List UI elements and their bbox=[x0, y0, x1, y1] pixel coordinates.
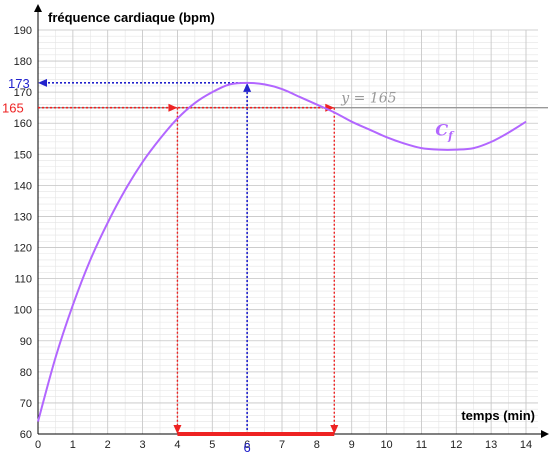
x-tick-label: 10 bbox=[380, 439, 392, 451]
x-tick-label: 6 bbox=[244, 439, 250, 451]
x-axis-title: temps (min) bbox=[461, 408, 535, 423]
y-tick-label: 90 bbox=[20, 336, 32, 348]
y-tick-label: 140 bbox=[14, 180, 32, 192]
y-tick-label: 160 bbox=[14, 118, 32, 130]
x-tick-label: 13 bbox=[485, 439, 497, 451]
axes bbox=[34, 4, 549, 438]
max-arrow-up bbox=[243, 82, 252, 92]
y-tick-label: 170 bbox=[14, 87, 32, 99]
x-tick-label: 0 bbox=[35, 439, 41, 451]
x-tick-label: 11 bbox=[416, 439, 427, 451]
max-y-label: 173 bbox=[8, 76, 30, 91]
y-tick-label: 130 bbox=[14, 211, 32, 223]
threshold-arrow-down-left bbox=[173, 425, 182, 434]
x-tick-labels: 0 1 2 3 4 5 6 7 8 9 10 11 12 13 14 bbox=[35, 439, 532, 451]
x-tick-label: 9 bbox=[349, 439, 355, 451]
x-tick-label: 4 bbox=[174, 439, 180, 451]
max-arrow-left bbox=[38, 78, 47, 87]
y-tick-label: 80 bbox=[20, 367, 32, 379]
reference-line-label: y = 165 bbox=[340, 91, 396, 107]
y-tick-label: 180 bbox=[14, 56, 32, 68]
x-tick-label: 12 bbox=[450, 439, 462, 451]
major-grid bbox=[37, 29, 538, 435]
y-tick-label: 70 bbox=[20, 398, 32, 410]
x-tick-label: 1 bbox=[70, 439, 76, 451]
curve-label-subscript: f bbox=[447, 130, 455, 143]
y-tick-label: 110 bbox=[14, 274, 32, 286]
y-tick-label: 60 bbox=[20, 429, 32, 441]
curve-label-cf: Cf bbox=[435, 121, 455, 143]
x-tick-label: 8 bbox=[314, 439, 320, 451]
x-axis-arrow bbox=[541, 430, 549, 438]
y-tick-label: 100 bbox=[14, 305, 32, 317]
y-axis-arrow bbox=[34, 4, 42, 12]
max-x-label: 6 bbox=[244, 440, 251, 455]
threshold-arrow-right-first bbox=[168, 103, 178, 112]
curve-label-main: C bbox=[435, 121, 448, 140]
y-tick-label: 120 bbox=[14, 243, 32, 255]
y-tick-labels: 60 70 80 90 100 110 120 130 140 150 160 170 180 190 bbox=[14, 25, 32, 441]
y-tick-label: 150 bbox=[14, 149, 32, 161]
x-tick-label: 3 bbox=[140, 439, 146, 451]
y-tick-label: 190 bbox=[14, 25, 32, 37]
y-axis-title: fréquence cardiaque (bpm) bbox=[48, 10, 215, 25]
x-tick-label: 2 bbox=[105, 439, 111, 451]
threshold-y-label: 165 bbox=[2, 101, 24, 116]
series-curve-cf bbox=[37, 81, 527, 422]
x-tick-label: 7 bbox=[279, 439, 285, 451]
x-tick-label: 5 bbox=[209, 439, 215, 451]
x-tick-label: 14 bbox=[520, 439, 532, 451]
threshold-arrow-down-right bbox=[330, 425, 339, 434]
